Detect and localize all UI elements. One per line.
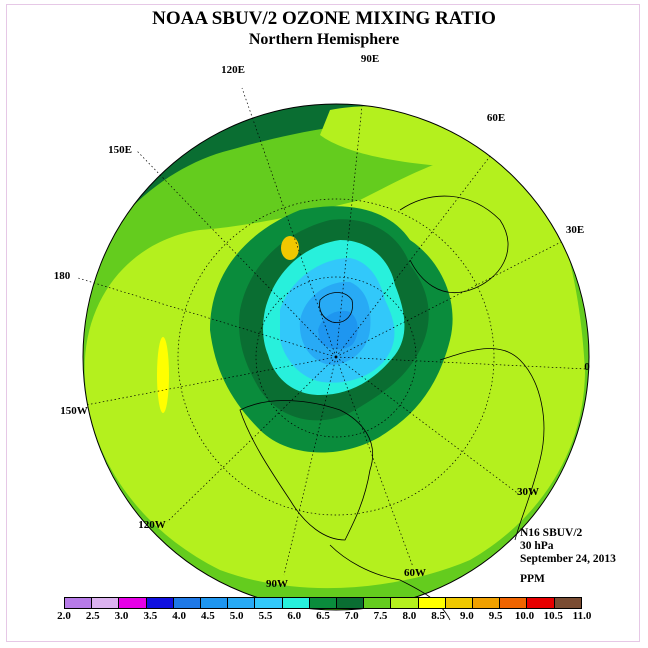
- lon-label-90w: 90W: [266, 578, 288, 590]
- colorbar-tick-label: 5.5: [258, 610, 273, 622]
- colorbar-tick-label: 6.0: [287, 610, 302, 622]
- colorbar-swatch: [445, 598, 474, 608]
- colorbar-tick-label: 9.0: [460, 610, 474, 622]
- colorbar-swatch: [391, 598, 419, 608]
- meridian-60w: [335, 356, 414, 568]
- colorbar-tick-label: 3.5: [143, 610, 158, 622]
- colorbar-tick-label: 7.5: [373, 610, 388, 622]
- colorbar-tick-label: 10.0: [514, 610, 535, 622]
- map-title: NOAA SBUV/2 OZONE MIXING RATIO: [152, 8, 496, 29]
- meridian-60e: [335, 154, 492, 358]
- meridian-120w: [166, 356, 337, 523]
- lon-label-90e: 90E: [361, 53, 379, 65]
- latitude-circle-60: [255, 276, 417, 438]
- colorbar-swatch: [309, 598, 338, 608]
- europe-africa-outline: [439, 348, 545, 541]
- lon-label-150e: 150E: [108, 144, 132, 156]
- graticule: [77, 87, 588, 576]
- north-pacific-maximum: [157, 337, 169, 413]
- colorbar-tick-label: 4.5: [201, 610, 215, 622]
- lon-label-180: 180: [54, 270, 71, 282]
- colorbar-tick-label: 4.0: [172, 610, 186, 622]
- colorbar-tick-label: 10.5: [543, 610, 563, 622]
- greenland-outline: [319, 292, 353, 323]
- figure-frame: [6, 4, 640, 642]
- meridian-0: [335, 356, 588, 370]
- colorbar-tick-label: 9.5: [488, 610, 503, 622]
- colorbar-tick-label: 3.0: [114, 610, 129, 622]
- colorbar-swatch: [92, 598, 120, 608]
- colorbar-swatch: [255, 598, 283, 608]
- units-label: PPM: [520, 573, 545, 585]
- map-boundary: [82, 103, 590, 611]
- meridian-180: [77, 277, 337, 358]
- colorbar-swatch: [119, 598, 147, 608]
- lon-label-120w: 120W: [138, 519, 166, 531]
- map-subtitle: Northern Hemisphere: [248, 31, 400, 48]
- colorbar-tick-label: 5.0: [229, 610, 244, 622]
- lon-label-30w: 30W: [517, 486, 539, 498]
- colorbar-tick-label: 6.5: [316, 610, 330, 622]
- colorbar-swatch: [500, 598, 528, 608]
- meridian-150w: [85, 356, 337, 406]
- longitude-labels: 90E 60E 30E 0 30W 60W 90W 120W 150W 180 …: [54, 53, 591, 590]
- colorbar-swatch: [282, 598, 310, 608]
- colorbar-swatch: [228, 598, 256, 608]
- lon-label-0: 0: [584, 361, 590, 373]
- lon-label-30e: 30E: [566, 224, 584, 236]
- colorbar-tick-label: 7.0: [344, 610, 359, 622]
- colorbar-tick-label: 2.0: [57, 610, 71, 622]
- colorbar-tick-label: 8.0: [402, 610, 417, 622]
- colorbar-swatch: [65, 598, 93, 608]
- lon-label-120e: 120E: [221, 64, 245, 76]
- colorbar: [64, 597, 582, 609]
- date-label: September 24, 2013: [520, 553, 616, 565]
- east-siberia-maximum: [281, 236, 299, 260]
- colorbar-swatch: [173, 598, 202, 608]
- colorbar-swatch: [418, 598, 446, 608]
- colorbar-tick-label: 2.5: [85, 610, 100, 622]
- colorbar-swatch: [146, 598, 174, 608]
- colorbar-tick-label: 8.5: [431, 610, 445, 622]
- colorbar-swatch: [337, 598, 365, 608]
- meridian-90w: [283, 356, 337, 576]
- lon-label-60e: 60E: [487, 112, 505, 124]
- colorbar-swatch: [473, 598, 501, 608]
- asia-outline: [399, 195, 509, 294]
- instrument-label: N16 SBUV/2: [520, 527, 583, 539]
- colorbar-swatch: [554, 598, 581, 608]
- meridian-120e: [241, 87, 337, 358]
- lon-label-60w: 60W: [404, 567, 426, 579]
- lon-label-150w: 150W: [60, 405, 88, 417]
- polar-minimum: [318, 310, 358, 350]
- latitude-circle-30: [177, 198, 495, 516]
- ozone-field: [83, 104, 589, 610]
- colorbar-swatch: [364, 598, 392, 608]
- pressure-level-label: 30 hPa: [520, 540, 554, 552]
- colorbar-swatch: [527, 598, 555, 608]
- north-america-outline: [239, 400, 374, 541]
- colorbar-swatch: [201, 598, 229, 608]
- colorbar-tick-label: 11.0: [572, 610, 592, 622]
